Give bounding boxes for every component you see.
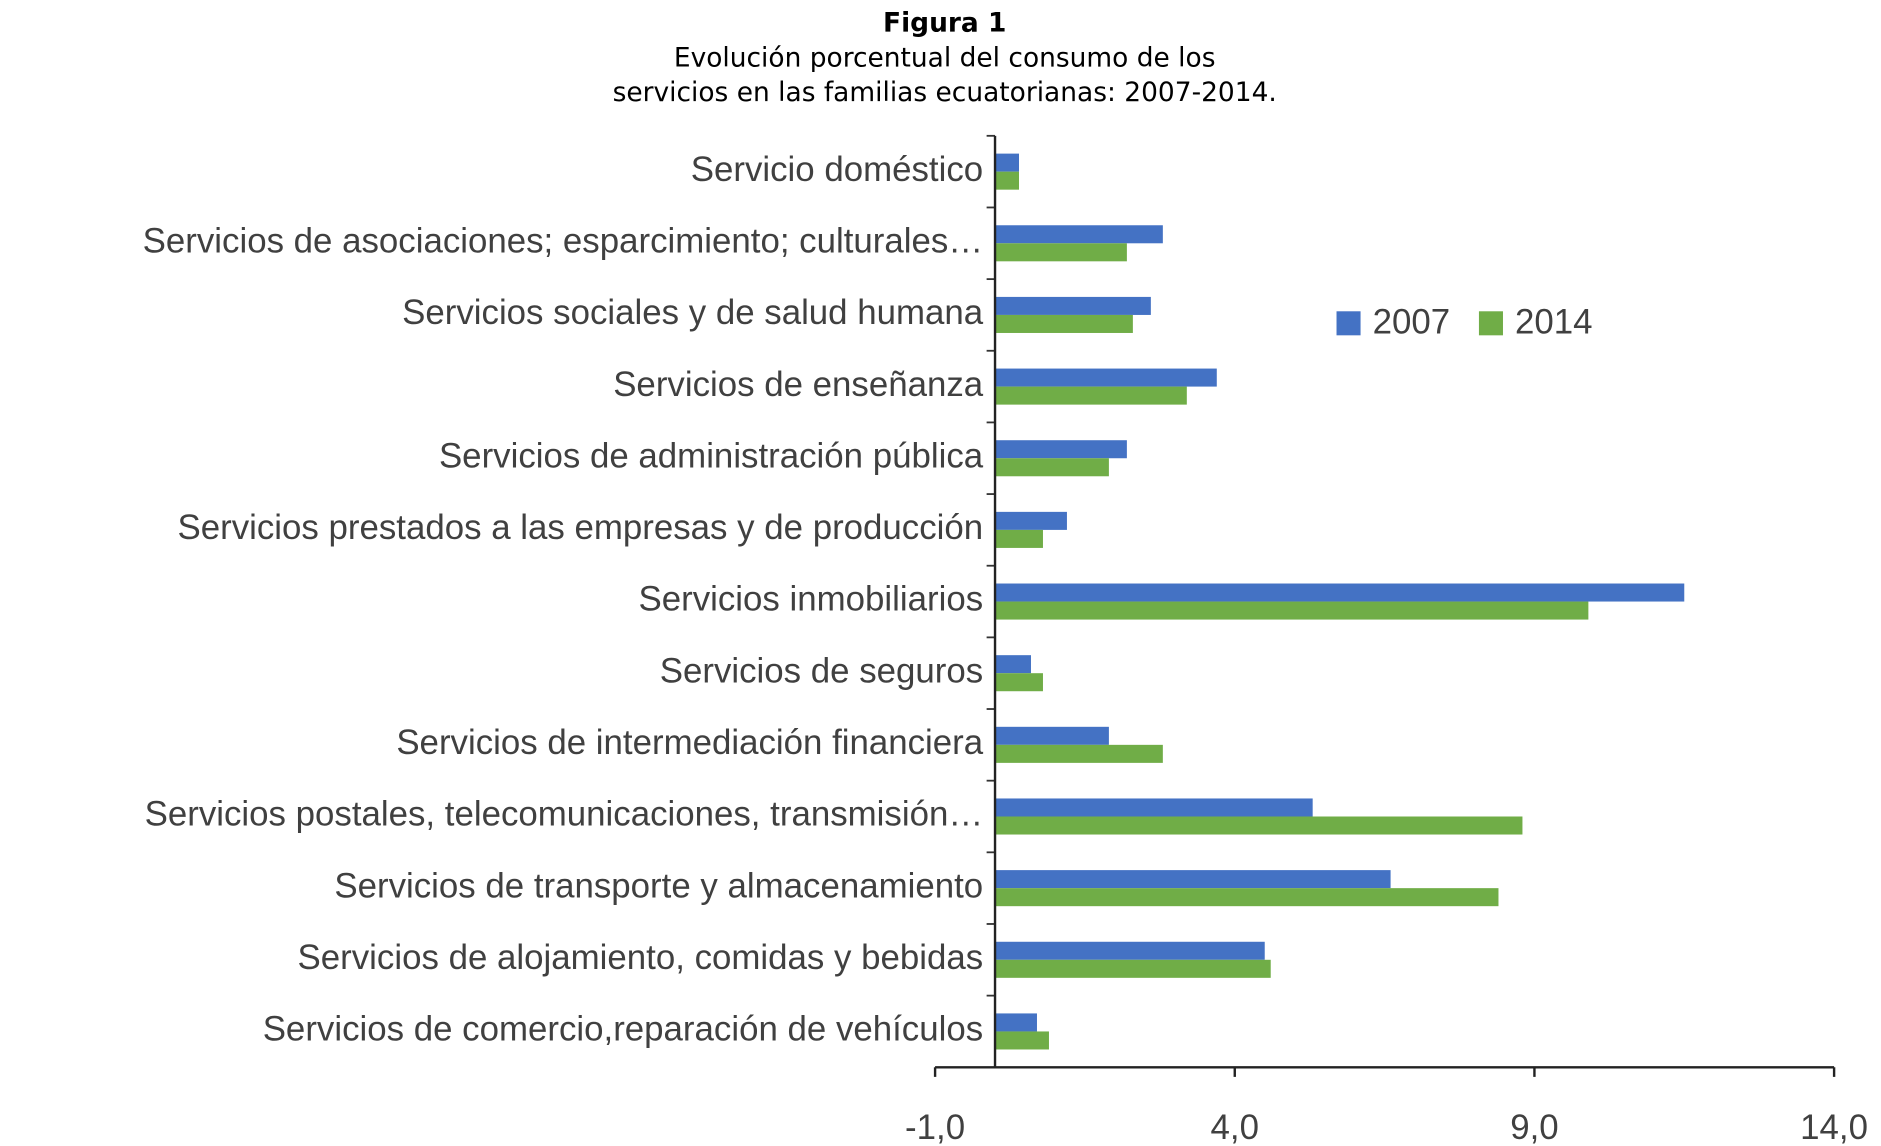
bar [995, 458, 1109, 477]
category-label: Servicios de comercio,reparación de vehí… [263, 1010, 983, 1049]
bar [995, 368, 1217, 387]
bar [995, 655, 1031, 674]
bar [995, 1013, 1037, 1032]
x-tick-label: 4,0 [1211, 1108, 1259, 1146]
bar [995, 941, 1265, 960]
chart-subtitle: servicios en las familias ecuatorianas: … [613, 77, 1277, 108]
bar [995, 225, 1163, 244]
chart-subtitle: Evolución porcentual del consumo de los [674, 42, 1216, 73]
bar [995, 798, 1313, 817]
bar [995, 870, 1391, 889]
x-tick-label: -1,0 [905, 1108, 965, 1146]
category-label: Servicios de alojamiento, comidas y bebi… [298, 938, 984, 977]
chart-title: Figura 1 [883, 8, 1006, 39]
bar [995, 153, 1019, 172]
category-label: Servicios de intermediación financiera [396, 723, 983, 762]
category-label: Servicios postales, telecomunicaciones, … [145, 795, 984, 834]
bar [995, 1031, 1049, 1050]
category-label: Servicios prestados a las empresas y de … [177, 508, 983, 547]
bar [995, 583, 1685, 602]
bar [995, 314, 1133, 333]
category-label: Servicios de transporte y almacenamiento [334, 866, 983, 905]
legend-swatch [1336, 311, 1361, 336]
category-label: Servicios sociales y de salud humana [402, 293, 984, 332]
category-label: Servicios de enseñanza [613, 365, 984, 404]
legend-label: 2007 [1373, 303, 1451, 342]
bar [995, 386, 1187, 405]
x-tick-label: 9,0 [1510, 1108, 1558, 1146]
bar [995, 296, 1151, 315]
bar [995, 601, 1589, 620]
x-tick-label: 14,0 [1800, 1108, 1868, 1146]
category-label: Servicios de asociaciones; esparcimiento… [143, 221, 984, 260]
bar [995, 816, 1523, 835]
category-label: Servicios de seguros [660, 651, 983, 690]
bar [995, 744, 1163, 763]
bar [995, 959, 1271, 978]
category-label: Servicio doméstico [691, 150, 983, 189]
bar [995, 888, 1499, 907]
bar [995, 243, 1127, 262]
bar [995, 440, 1127, 459]
bar [995, 529, 1043, 548]
category-label: Servicios inmobiliarios [638, 580, 983, 619]
bar [995, 726, 1109, 745]
category-label: Servicios de administración pública [439, 436, 984, 475]
bar [995, 171, 1019, 190]
legend-label: 2014 [1515, 303, 1593, 342]
bar [995, 511, 1067, 530]
legend-swatch [1478, 311, 1503, 336]
bar [995, 673, 1043, 692]
